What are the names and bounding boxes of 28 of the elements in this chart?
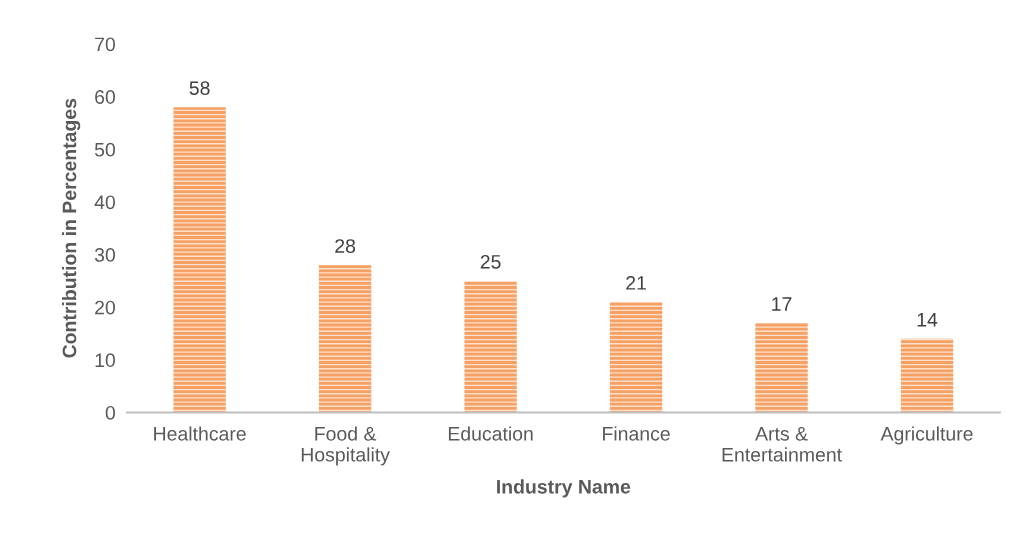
x-tick-label: Food & Hospitality (301, 426, 390, 466)
y-tick-label: 50 (94, 142, 116, 157)
data-label: 58 (189, 81, 210, 95)
x-axis-title: Industry Name (497, 479, 631, 498)
data-label: 25 (480, 254, 501, 269)
y-tick-label: 60 (95, 90, 116, 104)
x-tick-label: Finance (603, 426, 670, 441)
bar (900, 338, 954, 413)
x-tick-label: Healthcare (154, 426, 246, 441)
y-tick-label: 20 (95, 300, 116, 315)
bar (173, 107, 226, 413)
data-label: 14 (917, 313, 938, 327)
y-tick-label: 0 (105, 405, 115, 420)
y-axis-title: Contribution in Percentages (62, 98, 81, 358)
x-tick-label: Education (448, 426, 533, 441)
bar (464, 280, 517, 413)
data-label: 17 (772, 297, 792, 311)
x-tick-label: Arts & Entertainment (722, 427, 842, 462)
y-tick-label: 10 (95, 353, 116, 368)
bar (609, 301, 663, 413)
data-label: 28 (335, 239, 356, 253)
x-tick-label: Agriculture (880, 426, 973, 445)
y-tick-label: 30 (94, 248, 116, 262)
data-label: 21 (626, 276, 646, 290)
y-tick-label: 40 (94, 195, 116, 210)
y-tick-label: 70 (95, 37, 116, 52)
bar (755, 323, 808, 413)
bar (318, 265, 372, 413)
